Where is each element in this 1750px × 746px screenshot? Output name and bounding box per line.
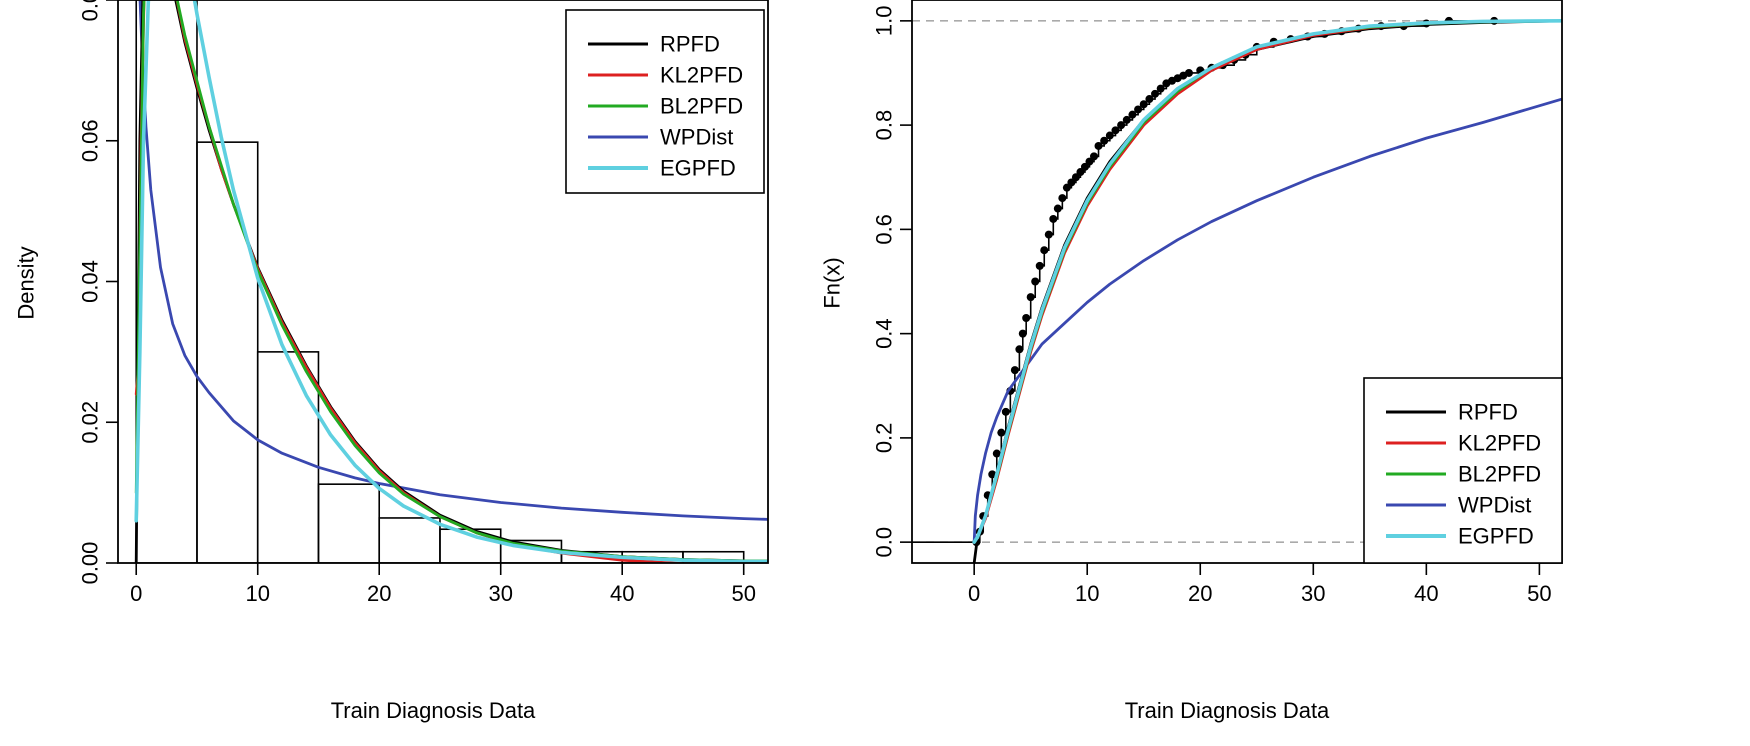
ecdf-point xyxy=(1085,157,1094,166)
y-tick-label: 0.08 xyxy=(78,0,103,21)
y-axis-title: Fn(x) xyxy=(820,257,845,308)
ecdf-point xyxy=(1001,407,1010,416)
histogram-bar xyxy=(317,483,381,563)
legend-label: KL2PFD xyxy=(1458,431,1541,456)
x-tick-label: 30 xyxy=(1301,581,1325,606)
ecdf-point xyxy=(1040,246,1049,255)
ecdf-point xyxy=(1117,121,1126,130)
plot-area xyxy=(912,16,1562,563)
x-tick-label: 40 xyxy=(610,581,634,606)
y-axis-title: Density xyxy=(14,246,39,319)
series-line-egpfd xyxy=(134,0,768,563)
y-tick-label: 0.2 xyxy=(872,423,897,454)
x-tick-label: 0 xyxy=(968,581,980,606)
x-tick-label: 50 xyxy=(1527,581,1551,606)
y-tick-label: 0.06 xyxy=(78,119,103,162)
y-tick-label: 0.02 xyxy=(78,401,103,444)
x-tick-label: 20 xyxy=(1188,581,1212,606)
ecdf-point xyxy=(1010,366,1019,375)
ecdf-point xyxy=(1122,115,1131,124)
legend-label: EGPFD xyxy=(660,156,736,181)
legend-box xyxy=(565,9,765,194)
ecdf-point xyxy=(1015,345,1024,354)
legend: RPFD KL2PFD BL2PFD WPDist EGPFD xyxy=(1363,377,1563,564)
ecdf-panel: 0 10 20 30 40 50 0.0 0.2 0.4 0.6 0.8 1.0 Train Diagn… xyxy=(820,0,1563,723)
legend-label: WPDist xyxy=(660,125,733,150)
ecdf-point xyxy=(1067,178,1076,187)
density-panel: 0 10 20 30 40 50 0.00 0.02 0.04 0.06 0.08 Train Dia… xyxy=(14,0,769,723)
legend-label: EGPFD xyxy=(1458,524,1534,549)
ecdf-point xyxy=(1184,68,1193,77)
legend-label: BL2PFD xyxy=(1458,462,1541,487)
ecdf-point xyxy=(1035,261,1044,270)
histogram-bar xyxy=(256,351,320,563)
ecdf-point xyxy=(1105,131,1114,140)
ecdf-point xyxy=(1044,230,1053,239)
y-tick-label: 0.0 xyxy=(872,527,897,558)
legend-box xyxy=(1363,377,1563,564)
y-tick-label: 0.04 xyxy=(78,260,103,303)
ecdf-point xyxy=(1080,162,1089,171)
x-tick-label: 0 xyxy=(130,581,142,606)
legend-label: WPDist xyxy=(1458,493,1531,518)
plot-area xyxy=(134,0,768,563)
x-tick-label: 10 xyxy=(1075,581,1099,606)
ecdf-point xyxy=(1071,173,1080,182)
ecdf-point xyxy=(1031,277,1040,286)
series-line-wpdist xyxy=(972,97,1562,544)
ecdf-point xyxy=(1076,168,1085,177)
x-axis-title: Train Diagnosis Data xyxy=(1125,698,1330,723)
x-tick-label: 20 xyxy=(367,581,391,606)
x-tick-label: 10 xyxy=(245,581,269,606)
series-line-egpfd xyxy=(972,19,1562,544)
ecdf-point xyxy=(1151,89,1160,98)
ecdf-point xyxy=(988,470,997,479)
x-tick-label: 30 xyxy=(488,581,512,606)
x-tick-label: 50 xyxy=(731,581,755,606)
ecdf-point xyxy=(1053,204,1062,213)
ecdf-point xyxy=(1145,95,1154,104)
y-tick-label: 0.8 xyxy=(872,110,897,141)
y-tick-label: 0.4 xyxy=(872,318,897,349)
legend-label: RPFD xyxy=(660,32,720,57)
y-tick-label: 0.6 xyxy=(872,214,897,245)
ecdf-point xyxy=(1049,214,1058,223)
x-tick-label: 40 xyxy=(1414,581,1438,606)
series-line-wpdist xyxy=(138,0,768,521)
legend: RPFD KL2PFD BL2PFD WPDist EGPFD xyxy=(565,9,765,194)
ecdf-point xyxy=(1022,313,1031,322)
ecdf-point xyxy=(1026,293,1035,302)
ecdf-point xyxy=(1062,183,1071,192)
ecdf-point xyxy=(1018,329,1027,338)
ecdf-point xyxy=(1128,110,1137,119)
legend-label: BL2PFD xyxy=(660,94,743,119)
ecdf-point xyxy=(1090,152,1098,161)
ecdf-point xyxy=(1100,136,1109,145)
legend-label: KL2PFD xyxy=(660,63,743,88)
ecdf-point xyxy=(1094,141,1103,150)
y-tick-label: 0.00 xyxy=(78,542,103,585)
ecdf-point xyxy=(1134,105,1143,114)
histogram-bar xyxy=(196,141,259,563)
y-tick-label: 1.0 xyxy=(872,6,897,37)
ecdf-point xyxy=(1139,100,1148,109)
ecdf-point xyxy=(1156,84,1165,93)
x-axis-title: Train Diagnosis Data xyxy=(331,698,536,723)
ecdf-point xyxy=(1111,126,1120,135)
ecdf-point xyxy=(992,449,1001,458)
ecdf-point xyxy=(997,428,1006,437)
plot-frame xyxy=(911,0,1563,564)
ecdf-point xyxy=(1058,194,1067,203)
legend-label: RPFD xyxy=(1458,400,1518,425)
histogram-bar xyxy=(378,517,441,563)
